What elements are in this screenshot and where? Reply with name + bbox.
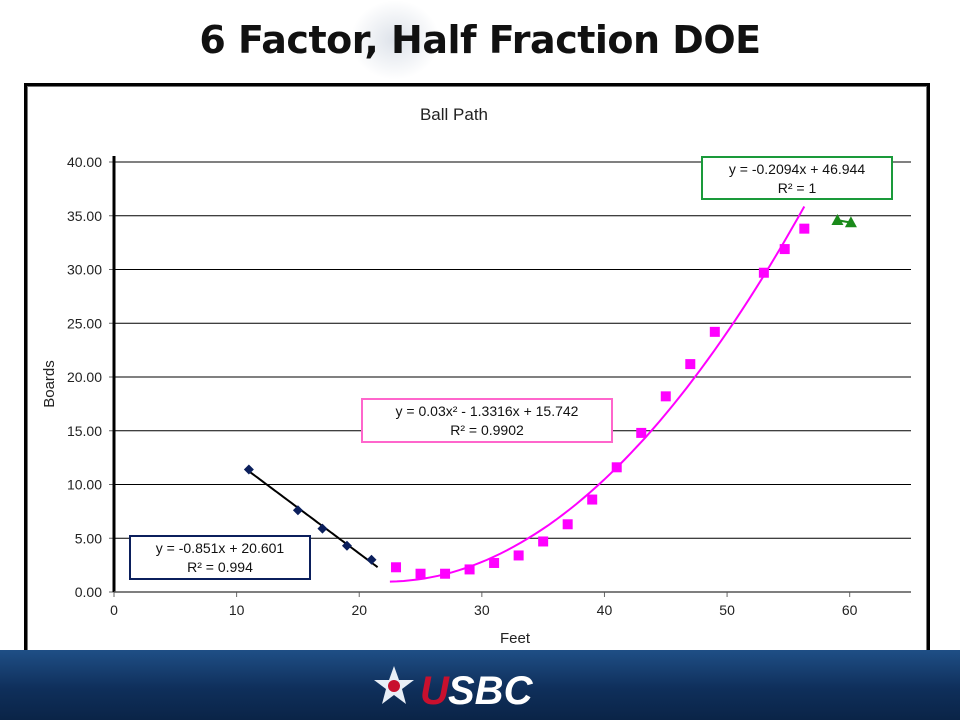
data-point-diamond (292, 505, 303, 516)
equation-left: y = -0.851x + 20.601 (156, 540, 285, 556)
r2-right: R² = 1 (778, 180, 817, 196)
y-tick-label: 30.00 (67, 262, 102, 278)
chart-frame: Ball Path Feet Boards 0.00 5.00 10.00 15.00… (24, 83, 930, 661)
y-tick-label: 10.00 (67, 477, 102, 493)
data-point-square (440, 568, 451, 579)
data-point-triangle (844, 216, 857, 228)
x-tick-label: 60 (842, 602, 858, 618)
data-point-square (758, 267, 769, 278)
equation-right: y = -0.2094x + 46.944 (729, 161, 865, 177)
data-point-square (513, 550, 524, 561)
x-tick-label: 0 (110, 602, 118, 618)
usbc-logo: U SBC (374, 666, 534, 713)
y-tick-label: 0.00 (75, 584, 102, 600)
data-point-square (562, 519, 573, 530)
equation-box-right: y = -0.2094x + 46.944 R² = 1 (701, 156, 893, 200)
axes (109, 156, 911, 597)
data-point-square (415, 568, 426, 579)
data-point-diamond (341, 540, 352, 551)
x-tick-label: 10 (229, 602, 245, 618)
data-point-square (709, 326, 720, 337)
data-point-diamond (366, 554, 377, 565)
data-point-square (685, 359, 696, 370)
data-point-square (636, 427, 647, 438)
trendline-series-1 (248, 470, 379, 568)
logo-wordmark: U SBC (420, 669, 534, 713)
data-point-square (660, 391, 671, 402)
data-point-square (799, 223, 810, 234)
data-points (243, 214, 857, 579)
y-tick-label: 35.00 (67, 208, 102, 224)
y-tick-label: 20.00 (67, 369, 102, 385)
x-tick-label: 40 (597, 602, 613, 618)
tick-labels: 0.00 5.00 10.00 15.00 20.00 25.00 30.00 35.00 40… (67, 154, 858, 618)
trendlines (248, 206, 851, 583)
chart-title: Ball Path (420, 105, 488, 124)
data-point-diamond (243, 464, 254, 475)
ball-path-chart: Ball Path Feet Boards 0.00 5.00 10.00 15.00… (41, 105, 911, 647)
x-tick-label: 30 (474, 602, 490, 618)
equation-box-left: y = -0.851x + 20.601 R² = 0.994 (129, 535, 311, 580)
r2-left: R² = 0.994 (187, 559, 253, 575)
data-point-square (538, 536, 549, 547)
footer-band (0, 650, 960, 720)
y-tick-label: 15.00 (67, 423, 102, 439)
chart-area: Ball Path Feet Boards 0.00 5.00 10.00 15.00… (27, 86, 927, 658)
svg-text:U: U (420, 669, 450, 713)
slide-title: 6 Factor, Half Fraction DOE (199, 18, 761, 62)
trendline-series-2 (389, 206, 806, 583)
y-tick-label: 5.00 (75, 530, 102, 546)
gridlines (114, 161, 911, 539)
equation-middle: y = 0.03x² - 1.3316x + 15.742 (396, 403, 579, 419)
svg-text:SBC: SBC (448, 669, 534, 713)
x-axis-label: Feet (500, 630, 531, 647)
data-point-square (489, 557, 500, 568)
data-point-triangle (831, 214, 844, 226)
y-tick-label: 40.00 (67, 154, 102, 170)
data-point-square (779, 244, 790, 255)
data-point-square (611, 462, 622, 473)
background-shadow (350, 0, 440, 80)
x-tick-label: 50 (719, 602, 735, 618)
data-point-square (587, 494, 598, 505)
data-point-square (391, 562, 402, 573)
x-tick-label: 20 (351, 602, 367, 618)
y-tick-label: 25.00 (67, 315, 102, 331)
equation-box-middle: y = 0.03x² - 1.3316x + 15.742 R² = 0.990… (361, 398, 613, 443)
bowling-pin-star-icon (374, 666, 414, 704)
data-point-square (464, 564, 475, 575)
y-axis-label: Boards (41, 360, 58, 408)
r2-middle: R² = 0.9902 (450, 422, 524, 438)
data-point-diamond (317, 523, 328, 534)
